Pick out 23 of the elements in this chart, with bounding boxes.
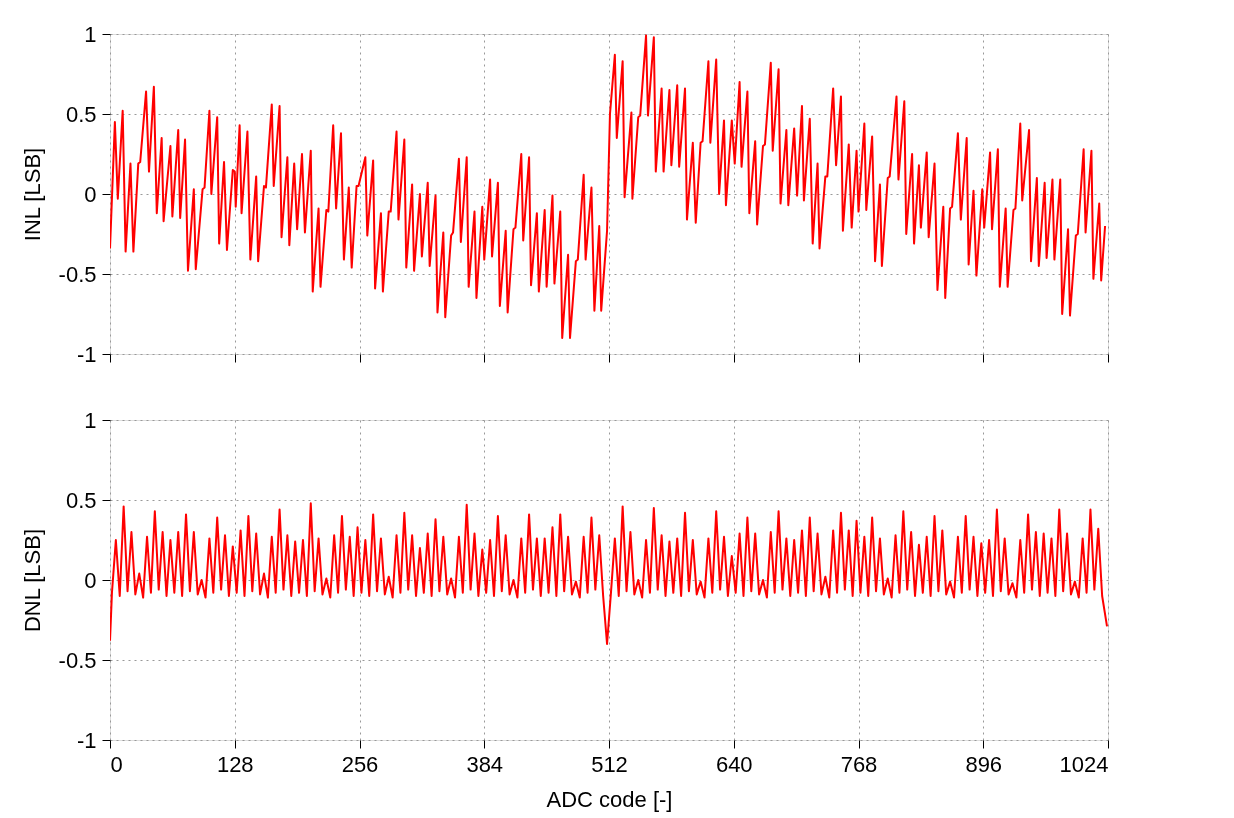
- x-tick-label: 512: [591, 751, 628, 777]
- y-tick-label: 0: [84, 181, 97, 207]
- x-tick-label: 128: [216, 751, 254, 777]
- y-tick-label: 0.5: [65, 101, 97, 127]
- y-tick-label: -0.5: [58, 647, 97, 673]
- y-tick-label: -1: [76, 341, 97, 367]
- x-tick-label: 640: [715, 751, 753, 777]
- y-tick-label: 0.5: [65, 487, 97, 513]
- x-tick-label: 768: [840, 751, 878, 777]
- y-tick-label: -1: [76, 727, 97, 753]
- x-axis-title: ADC code [-]: [546, 786, 673, 812]
- y-tick-label: -0.5: [58, 261, 97, 287]
- x-tick-label: 384: [466, 751, 504, 777]
- x-tick-label: 256: [341, 751, 379, 777]
- line-series: [110, 502, 1108, 645]
- y-axis-title: INL [LSB]: [19, 147, 45, 242]
- y-axis-title: DNL [LSB]: [19, 528, 45, 633]
- y-tick-label: 1: [84, 407, 97, 433]
- x-tick-label: 896: [965, 751, 1003, 777]
- y-tick-label: 0: [84, 567, 97, 593]
- x-tick-label: 0: [110, 751, 123, 777]
- y-tick-label: 1: [84, 21, 97, 47]
- x-tick-label: 1024: [1059, 751, 1109, 777]
